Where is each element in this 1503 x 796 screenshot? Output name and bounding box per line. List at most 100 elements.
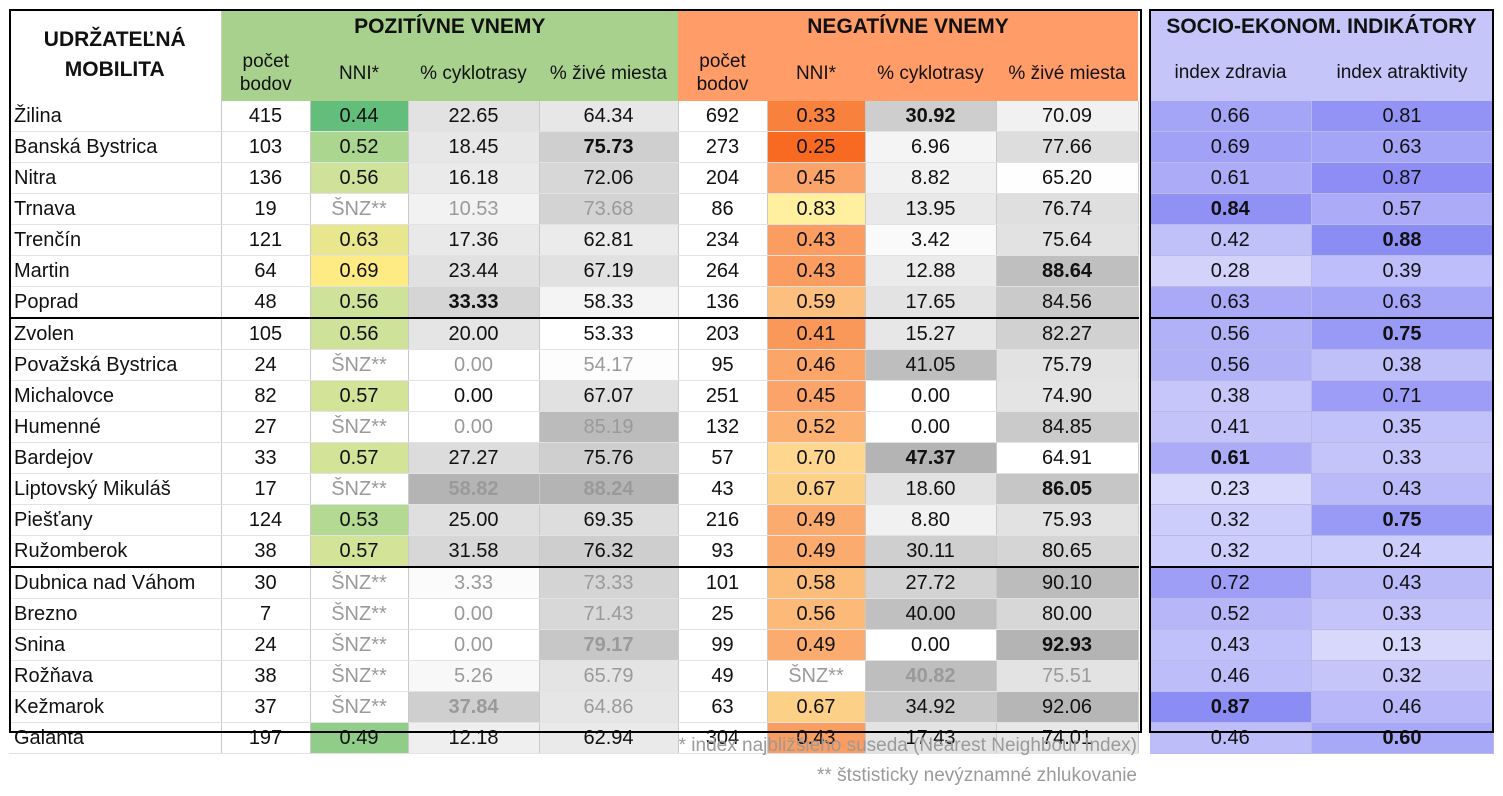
positive-points: 24 <box>221 349 311 381</box>
positive-cycle-pct: 0.00 <box>408 380 540 412</box>
positive-cycle-pct: 20.00 <box>408 317 540 350</box>
positive-nni: 0.44 <box>310 101 409 132</box>
socio-table-body: 0.66 0.81 0.69 0.63 0.61 0.87 0.84 0.57 0.42 0.88… <box>1150 101 1494 754</box>
positive-cycle-header: % cyklotrasy <box>408 45 539 101</box>
socio-row: 0.52 0.33 <box>1150 598 1494 630</box>
negative-cycle-pct: 15.27 <box>865 317 997 350</box>
negative-points: 57 <box>678 442 768 474</box>
negative-nni: 0.45 <box>767 162 866 194</box>
health-index: 0.61 <box>1150 162 1312 194</box>
footnote-nni: * index najbližšieho suseda (Nearest Nei… <box>678 735 1137 756</box>
negative-nni: 0.58 <box>767 566 866 599</box>
health-index: 0.43 <box>1150 629 1312 661</box>
positive-points: 7 <box>221 598 311 630</box>
positive-cycle-pct: 0.00 <box>408 598 540 630</box>
table-row: Galanta 197 0.49 12.18 62.94 304 0.43 17.43 74.0… <box>9 722 1139 754</box>
negative-cycle-pct: 8.82 <box>865 162 997 194</box>
city-name: Žilina <box>9 101 222 132</box>
socio-row: 0.46 0.32 <box>1150 660 1494 692</box>
positive-live-pct: 75.73 <box>539 131 679 163</box>
positive-points-header: počet bodov <box>221 45 310 101</box>
positive-cycle-pct: 37.84 <box>408 691 540 723</box>
health-index: 0.32 <box>1150 504 1312 536</box>
positive-points: 24 <box>221 629 311 661</box>
negative-cycle-pct: 6.96 <box>865 131 997 163</box>
positive-live-pct: 67.19 <box>539 255 679 287</box>
positive-cycle-pct: 3.33 <box>408 566 540 599</box>
attractiveness-index: 0.24 <box>1311 535 1494 568</box>
negative-nni: 0.49 <box>767 504 866 536</box>
positive-points: 124 <box>221 504 311 536</box>
positive-nni: 0.52 <box>310 131 409 163</box>
attractiveness-index: 0.33 <box>1311 598 1494 630</box>
city-name: Banská Bystrica <box>9 131 222 163</box>
attractiveness-index: 0.88 <box>1311 224 1494 256</box>
positive-live-pct: 85.19 <box>539 411 679 443</box>
attractiveness-index: 0.63 <box>1311 286 1494 319</box>
negative-nni: 0.70 <box>767 442 866 474</box>
positive-nni-header: NNI* <box>310 45 408 101</box>
positive-nni: 0.53 <box>310 504 409 536</box>
table-row: Považská Bystrica 24 ŠNZ** 0.00 54.17 95 0.46 4… <box>9 349 1139 381</box>
attractiveness-index: 0.38 <box>1311 349 1494 381</box>
city-name: Zvolen <box>9 317 222 350</box>
positive-live-pct: 73.33 <box>539 566 679 599</box>
health-index: 0.46 <box>1150 722 1312 754</box>
negative-cycle-pct: 3.42 <box>865 224 997 256</box>
positive-live-pct: 71.43 <box>539 598 679 630</box>
positive-cycle-pct: 58.82 <box>408 473 540 505</box>
negative-points: 216 <box>678 504 768 536</box>
negative-cycle-pct: 41.05 <box>865 349 997 381</box>
positive-cycle-pct: 31.58 <box>408 535 540 568</box>
negative-header: NEGATÍVNE VNEMY <box>678 9 1138 45</box>
negative-cycle-pct: 0.00 <box>865 629 997 661</box>
negative-nni: 0.49 <box>767 629 866 661</box>
table-row: Nitra 136 0.56 16.18 72.06 204 0.45 8.82 65.20 <box>9 162 1139 194</box>
positive-nni: ŠNZ** <box>310 660 409 692</box>
negative-cycle-pct: 18.60 <box>865 473 997 505</box>
negative-live-pct: 75.93 <box>996 504 1139 536</box>
attractiveness-index: 0.46 <box>1311 691 1494 723</box>
negative-live-pct: 88.64 <box>996 255 1139 287</box>
negative-live-pct: 76.74 <box>996 193 1139 225</box>
negative-points: 93 <box>678 535 768 568</box>
socio-table: SOCIO-EKONOM. INDIKÁTORY index zdravia i… <box>1150 9 1494 754</box>
positive-live-pct: 88.24 <box>539 473 679 505</box>
positive-points: 27 <box>221 411 311 443</box>
negative-nni: 0.67 <box>767 691 866 723</box>
positive-points: 64 <box>221 255 311 287</box>
positive-nni: ŠNZ** <box>310 349 409 381</box>
positive-cycle-pct: 23.44 <box>408 255 540 287</box>
positive-points: 38 <box>221 535 311 568</box>
mobility-header: UDRŽATEĽNÁ MOBILITA <box>9 9 222 101</box>
city-name: Považská Bystrica <box>9 349 222 381</box>
negative-live-pct: 80.65 <box>996 535 1139 568</box>
city-name: Nitra <box>9 162 222 194</box>
attractiveness-index-header: index atraktivity <box>1311 45 1493 101</box>
attractiveness-index: 0.60 <box>1311 722 1494 754</box>
positive-live-pct: 79.17 <box>539 629 679 661</box>
table-row: Trnava 19 ŠNZ** 10.53 73.68 86 0.83 13.95 76.74 <box>9 193 1139 225</box>
negative-points: 86 <box>678 193 768 225</box>
socio-row: 0.61 0.33 <box>1150 442 1494 474</box>
attractiveness-index: 0.43 <box>1311 473 1494 505</box>
negative-nni: 0.59 <box>767 286 866 319</box>
negative-cycle-pct: 0.00 <box>865 411 997 443</box>
positive-live-pct: 64.34 <box>539 101 679 132</box>
negative-points: 273 <box>678 131 768 163</box>
positive-nni: 0.49 <box>310 722 409 754</box>
negative-points: 95 <box>678 349 768 381</box>
positive-points: 37 <box>221 691 311 723</box>
socio-header: SOCIO-EKONOM. INDIKÁTORY <box>1150 9 1493 45</box>
negative-points: 43 <box>678 473 768 505</box>
attractiveness-index: 0.63 <box>1311 131 1494 163</box>
negative-points: 204 <box>678 162 768 194</box>
positive-live-pct: 53.33 <box>539 317 679 350</box>
positive-points: 82 <box>221 380 311 412</box>
negative-live-pct: 80.00 <box>996 598 1139 630</box>
negative-cycle-header: % cyklotrasy <box>865 45 996 101</box>
socio-row: 0.63 0.63 <box>1150 286 1494 319</box>
negative-nni: 0.67 <box>767 473 866 505</box>
negative-cycle-pct: 47.37 <box>865 442 997 474</box>
socio-row: 0.38 0.71 <box>1150 380 1494 412</box>
